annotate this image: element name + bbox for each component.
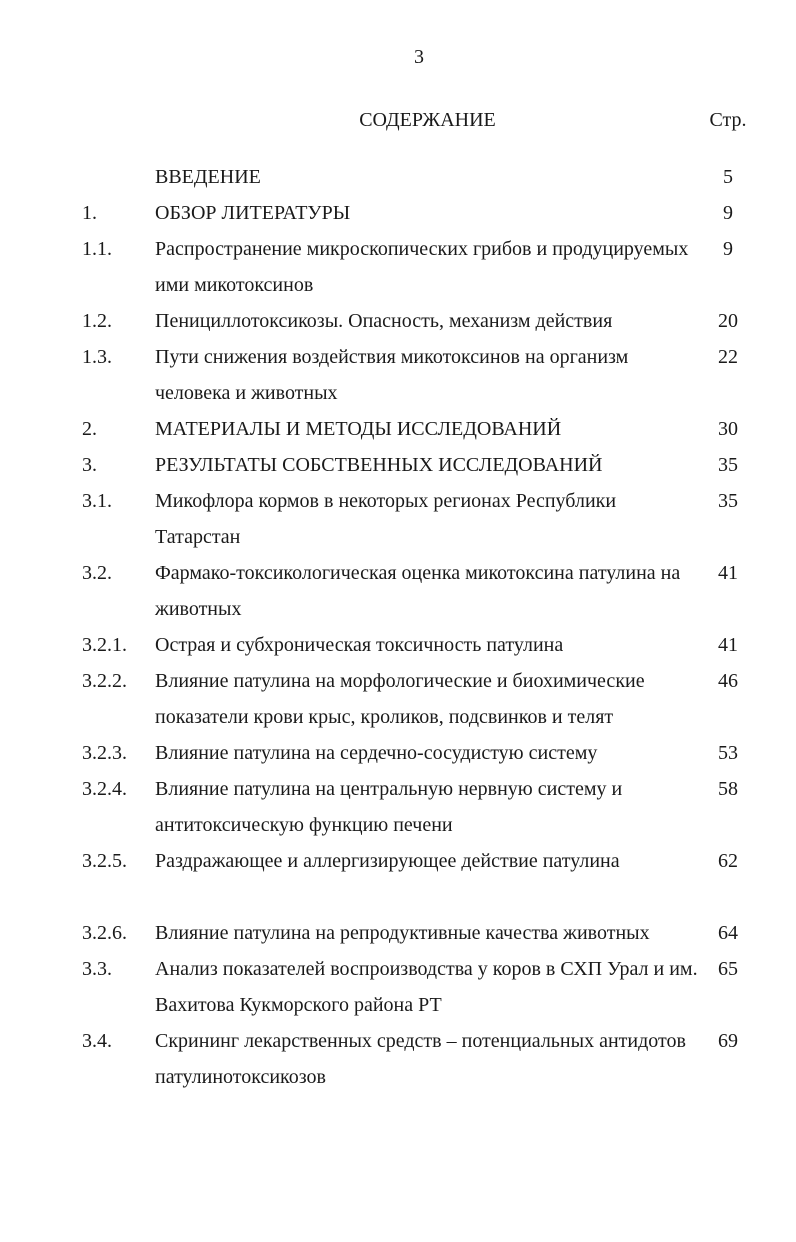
entry-page: 69 bbox=[718, 1030, 738, 1052]
header-spacer bbox=[82, 102, 155, 138]
toc-entry: ВВЕДЕНИЕ 5 bbox=[82, 159, 756, 195]
entry-number: 3.2. bbox=[82, 562, 112, 584]
toc-list: ВВЕДЕНИЕ 5 1. ОБЗОР ЛИТЕРАТУРЫ 9 1.1. Распрост… bbox=[82, 159, 756, 1095]
page-number: 3 bbox=[414, 46, 424, 68]
entry-number: 1.1. bbox=[82, 238, 112, 260]
entry-page: 65 bbox=[718, 958, 738, 980]
entry-page: 62 bbox=[718, 850, 738, 872]
entry-title: Влияние патулина на центральную нервную … bbox=[155, 778, 623, 836]
toc-entry: 3.2.1. Острая и субхроническая токсичност… bbox=[82, 627, 756, 663]
entry-number: 3.2.5. bbox=[82, 850, 127, 872]
entry-page: 53 bbox=[718, 742, 738, 764]
entry-title: Микофлора кормов в некоторых регионах Ре… bbox=[155, 490, 617, 548]
entry-number: 3.4. bbox=[82, 1030, 112, 1052]
toc-entry: 3.4. Скрининг лекарственных средств – пот… bbox=[82, 1023, 756, 1095]
toc-content: 3 СОДЕРЖАНИЕ Стр. ВВЕДЕНИЕ 5 1. ОБЗОР ЛИТЕР… bbox=[0, 39, 796, 1095]
entry-title: Распространение микроскопических грибов … bbox=[155, 238, 689, 296]
entry-title: МАТЕРИАЛЫ И МЕТОДЫ ИССЛЕДОВАНИЙ bbox=[155, 418, 562, 440]
entry-page: 35 bbox=[718, 454, 738, 476]
entry-title: Раздражающее и аллергизирующее действие … bbox=[155, 850, 620, 872]
entry-number: 3.2.3. bbox=[82, 742, 127, 764]
toc-entry: 3.2.2. Влияние патулина на морфологически… bbox=[82, 663, 756, 735]
entry-title: ОБЗОР ЛИТЕРАТУРЫ bbox=[155, 202, 351, 224]
toc-entry: 3.3. Анализ показателей воспроизводства у… bbox=[82, 951, 756, 1023]
entry-title: Фармако-токсикологическая оценка микоток… bbox=[155, 562, 681, 620]
entry-page: 35 bbox=[718, 490, 738, 512]
entry-title: Пути снижения воздействия микотоксинов н… bbox=[155, 346, 629, 404]
entry-number: 3. bbox=[82, 454, 97, 476]
toc-entry: 3.2.3. Влияние патулина на сердечно-сосуд… bbox=[82, 735, 756, 771]
entry-number: 3.3. bbox=[82, 958, 112, 980]
page-column-label: Стр. bbox=[709, 109, 747, 131]
entry-title: Анализ показателей воспроизводства у кор… bbox=[155, 958, 698, 1016]
entry-page: 20 bbox=[718, 310, 738, 332]
entry-number: 3.2.6. bbox=[82, 922, 127, 944]
entry-page: 41 bbox=[718, 562, 738, 584]
entry-page: 9 bbox=[723, 238, 733, 260]
entry-page: 30 bbox=[718, 418, 738, 440]
entry-page: 58 bbox=[718, 778, 738, 800]
entry-number: 3.2.4. bbox=[82, 778, 127, 800]
entry-number: 3.2.1. bbox=[82, 634, 127, 656]
entry-title: Пенициллотоксикозы. Опасность, механизм … bbox=[155, 310, 613, 332]
entry-number: 2. bbox=[82, 418, 97, 440]
toc-entry: 3.2.5. Раздражающее и аллергизирующее дей… bbox=[82, 843, 756, 879]
toc-entry: 1.2. Пенициллотоксикозы. Опасность, механ… bbox=[82, 303, 756, 339]
entry-title: РЕЗУЛЬТАТЫ СОБСТВЕННЫХ ИССЛЕДОВАНИЙ bbox=[155, 454, 603, 476]
entry-number: 1.2. bbox=[82, 310, 112, 332]
entry-title: Скрининг лекарственных средств – потенци… bbox=[155, 1030, 686, 1088]
entry-number: 1. bbox=[82, 202, 97, 224]
entry-page: 41 bbox=[718, 634, 738, 656]
entry-page: 22 bbox=[718, 346, 738, 368]
toc-title: СОДЕРЖАНИЕ bbox=[359, 109, 496, 131]
toc-entry: 2. МАТЕРИАЛЫ И МЕТОДЫ ИССЛЕДОВАНИЙ 30 bbox=[82, 411, 756, 447]
entry-title: Влияние патулина на сердечно-сосудистую … bbox=[155, 742, 598, 764]
entry-page: 5 bbox=[723, 166, 733, 188]
toc-entry: 3.2.4. Влияние патулина на центральную не… bbox=[82, 771, 756, 843]
toc-entry: 3.1. Микофлора кормов в некоторых региона… bbox=[82, 483, 756, 555]
entry-number: 3.2.2. bbox=[82, 670, 127, 692]
toc-entry: 1. ОБЗОР ЛИТЕРАТУРЫ 9 bbox=[82, 195, 756, 231]
entry-title: Влияние патулина на морфологические и би… bbox=[155, 670, 645, 728]
entry-page: 46 bbox=[718, 670, 738, 692]
toc-entry: 1.1. Распространение микроскопических гри… bbox=[82, 231, 756, 303]
entry-number: 3.1. bbox=[82, 490, 112, 512]
entry-page: 9 bbox=[723, 202, 733, 224]
entry-page: 64 bbox=[718, 922, 738, 944]
toc-header: СОДЕРЖАНИЕ Стр. bbox=[82, 102, 756, 138]
entry-number: 1.3. bbox=[82, 346, 112, 368]
entry-title: ВВЕДЕНИЕ bbox=[155, 166, 261, 188]
entry-title: Острая и субхроническая токсичность пату… bbox=[155, 634, 564, 656]
entry-title: Влияние патулина на репродуктивные качес… bbox=[155, 922, 650, 944]
toc-entry: 3.2. Фармако-токсикологическая оценка мик… bbox=[82, 555, 756, 627]
toc-entry: 3. РЕЗУЛЬТАТЫ СОБСТВЕННЫХ ИССЛЕДОВАНИЙ 35 bbox=[82, 447, 756, 483]
toc-entry: 1.3. Пути снижения воздействия микотоксин… bbox=[82, 339, 756, 411]
toc-entry: 3.2.6. Влияние патулина на репродуктивные… bbox=[82, 915, 756, 951]
